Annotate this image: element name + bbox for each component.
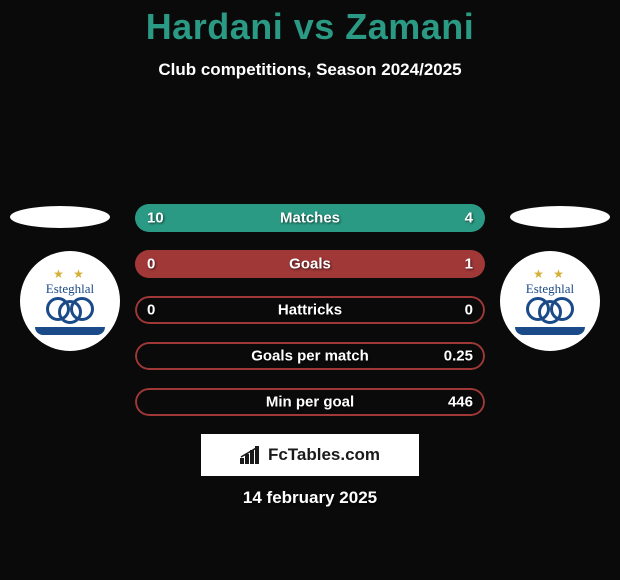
comparison-title: Hardani vs Zamani (0, 0, 620, 48)
stat-bars: 10 4 Matches 0 1 Goals 0 0 Hattricks 0.25 Goals pe… (135, 204, 485, 434)
stat-bar-row: 10 4 Matches (135, 204, 485, 232)
player-right-shadow (510, 206, 610, 228)
badge-stars-icon: ★ ★ (53, 267, 87, 281)
stat-value-right: 4 (465, 210, 473, 227)
badge-banner-icon (515, 327, 585, 335)
comparison-subtitle: Club competitions, Season 2024/2025 (0, 60, 620, 80)
source-logo-text: FcTables.com (268, 445, 380, 465)
stat-bar-fill-left (135, 204, 385, 232)
badge-rings-icon (46, 297, 94, 327)
stat-label: Goals per match (251, 348, 369, 365)
stat-bar-row: 0 1 Goals (135, 250, 485, 278)
stat-bar-row: 0 0 Hattricks (135, 296, 485, 324)
badge-club-name-left: Esteghlal (46, 282, 94, 295)
stat-value-right: 446 (448, 394, 473, 411)
stat-label: Goals (289, 256, 331, 273)
stat-value-right: 0.25 (444, 348, 473, 365)
club-badge-right: ★ ★ Esteghlal (500, 251, 600, 351)
snapshot-date: 14 february 2025 (243, 488, 377, 508)
badge-rings-icon (526, 297, 574, 327)
badge-stars-icon: ★ ★ (533, 267, 567, 281)
club-badge-left: ★ ★ Esteghlal (20, 251, 120, 351)
player-left-shadow (10, 206, 110, 228)
stat-value-right: 0 (465, 302, 473, 319)
stat-label: Min per goal (266, 394, 354, 411)
source-logo-box: FcTables.com (201, 434, 419, 476)
badge-banner-icon (35, 327, 105, 335)
stat-value-left: 0 (147, 302, 155, 319)
stat-bar-row: 0.25 Goals per match (135, 342, 485, 370)
stat-label: Matches (280, 210, 340, 227)
badge-club-name-right: Esteghlal (526, 282, 574, 295)
bar-chart-icon (240, 446, 262, 464)
stat-label: Hattricks (278, 302, 342, 319)
stat-value-left: 10 (147, 210, 164, 227)
stat-value-left: 0 (147, 256, 155, 273)
stat-value-right: 1 (465, 256, 473, 273)
stat-bar-row: 446 Min per goal (135, 388, 485, 416)
